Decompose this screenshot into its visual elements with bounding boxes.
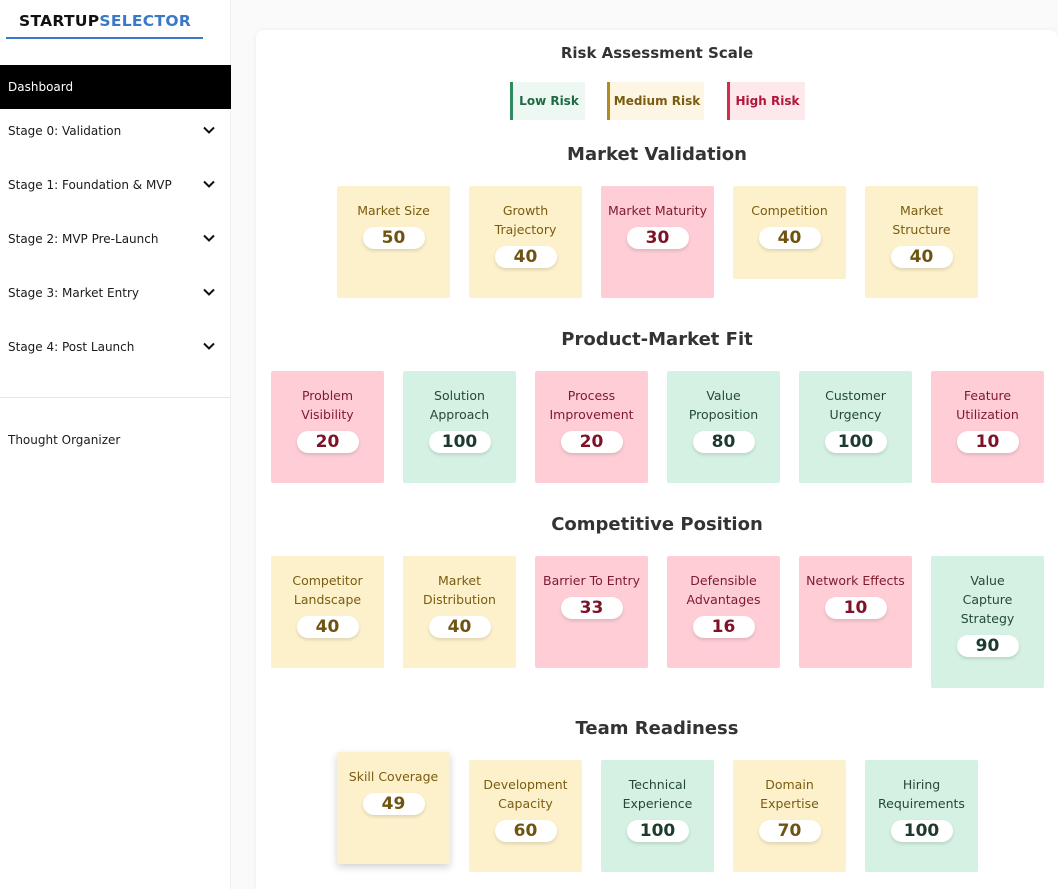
metric-value: 30 [626,227,689,249]
sidebar-item-stage-3[interactable]: Stage 3: Market Entry [0,271,231,315]
metric-value: 33 [560,597,623,619]
metric-label: Barrier To Entry [543,573,640,588]
sidebar-item-dashboard[interactable]: Dashboard [0,65,231,109]
metric-card-network-effects[interactable]: Network Effects 10 [799,556,912,668]
chevron-down-icon[interactable] [201,176,217,192]
brand-text-startup: STARTUP [19,12,100,30]
risk-scale-title: Risk Assessment Scale [560,44,754,62]
metric-value: 70 [758,820,821,842]
sidebar: STARTUPSELECTOR Dashboard Stage 0: Valid… [0,0,231,889]
legend-medium-risk: Medium Risk [607,82,704,120]
metric-card-defensible-advantages[interactable]: Defensible Advantages 16 [667,556,780,668]
metric-value: 100 [626,820,689,842]
metric-label: Value Proposition [688,388,759,422]
metric-label: Solution Approach [429,388,490,422]
sidebar-item-label: Stage 2: MVP Pre-Launch [8,232,159,246]
metric-value: 40 [296,616,359,638]
sidebar-item-label: Thought Organizer [8,433,121,447]
metric-value: 20 [560,431,623,453]
sidebar-item-label: Stage 3: Market Entry [8,286,139,300]
metric-value: 100 [428,431,491,453]
metric-label: Technical Experience [622,777,693,811]
sidebar-divider [0,397,231,398]
metric-label: Feature Utilization [956,388,1019,422]
metric-card-value-capture-strategy[interactable]: Value Capture Strategy 90 [931,556,1044,688]
section-title-market-validation: Market Validation [567,144,747,165]
metric-card-competitor-landscape[interactable]: Competitor Landscape 40 [271,556,384,668]
chevron-down-icon[interactable] [201,230,217,246]
metric-card-feature-utilization[interactable]: Feature Utilization 10 [931,371,1044,483]
metric-label: Market Distribution [423,573,496,607]
sidebar-item-stage-1[interactable]: Stage 1: Foundation & MVP [0,163,231,207]
chevron-down-icon[interactable] [201,284,217,300]
metric-label: Defensible Advantages [686,573,761,607]
metric-card-market-size[interactable]: Market Size 50 [337,186,450,298]
metric-value: 80 [692,431,755,453]
metric-value: 40 [758,227,821,249]
metric-value: 60 [494,820,557,842]
metric-card-problem-visibility[interactable]: Problem Visibility 20 [271,371,384,483]
metric-value: 49 [362,793,425,815]
brand-logo[interactable]: STARTUPSELECTOR [6,11,203,39]
metric-value: 20 [296,431,359,453]
metric-card-hiring-requirements[interactable]: Hiring Requirements 100 [865,760,978,872]
metric-card-development-capacity[interactable]: Development Capacity 60 [469,760,582,872]
sidebar-item-stage-4[interactable]: Stage 4: Post Launch [0,325,231,369]
metric-value: 10 [956,431,1019,453]
section-title-team-readiness: Team Readiness [575,718,739,739]
metric-value: 40 [428,616,491,638]
metric-label: Domain Expertise [760,777,819,811]
metric-card-skill-coverage[interactable]: Skill Coverage 49 [337,752,450,864]
metric-label: Market Size [357,203,430,218]
metric-card-domain-expertise[interactable]: Domain Expertise 70 [733,760,846,872]
sidebar-item-label: Stage 1: Foundation & MVP [8,178,172,192]
sidebar-item-label: Dashboard [8,80,74,94]
metric-value: 90 [956,635,1019,657]
metric-value: 100 [890,820,953,842]
metric-card-technical-experience[interactable]: Technical Experience 100 [601,760,714,872]
metric-label: Skill Coverage [348,769,439,784]
metric-value: 100 [824,431,887,453]
metric-card-market-distribution[interactable]: Market Distribution 40 [403,556,516,668]
sidebar-item-thought-organizer[interactable]: Thought Organizer [0,418,231,462]
brand-text-selector: SELECTOR [99,12,192,30]
metric-label: Market Structure [892,203,951,237]
metric-value: 40 [494,246,557,268]
metric-label: Network Effects [806,573,905,588]
sidebar-item-stage-2[interactable]: Stage 2: MVP Pre-Launch [0,217,231,261]
metric-label: Customer Urgency [825,388,886,422]
section-title-competitive-position: Competitive Position [551,514,763,535]
sidebar-item-stage-0[interactable]: Stage 0: Validation [0,109,231,153]
metric-card-market-maturity[interactable]: Market Maturity 30 [601,186,714,298]
metric-label: Competitor Landscape [292,573,363,607]
metric-card-solution-approach[interactable]: Solution Approach 100 [403,371,516,483]
chevron-down-icon[interactable] [201,122,217,138]
metric-card-growth-trajectory[interactable]: Growth Trajectory 40 [469,186,582,298]
metric-label: Problem Visibility [301,388,354,422]
metric-card-process-improvement[interactable]: Process Improvement 20 [535,371,648,483]
dashboard-panel: Risk Assessment Scale Low Risk Medium Ri… [256,30,1058,889]
metric-card-competition[interactable]: Competition 40 [733,186,846,279]
legend-high-risk: High Risk [727,82,805,120]
metric-value: 16 [692,616,755,638]
metric-label: Process Improvement [549,388,634,422]
metric-card-barrier-to-entry[interactable]: Barrier To Entry 33 [535,556,648,668]
metric-label: Hiring Requirements [878,777,965,811]
sidebar-item-label: Stage 4: Post Launch [8,340,135,354]
metric-label: Value Capture Strategy [960,573,1015,626]
metric-card-value-proposition[interactable]: Value Proposition 80 [667,371,780,483]
legend-low-risk: Low Risk [510,82,585,120]
metric-label: Market Maturity [607,203,708,218]
metric-card-market-structure[interactable]: Market Structure 40 [865,186,978,298]
metric-value: 10 [824,597,887,619]
metric-label: Growth Trajectory [494,203,557,237]
metric-label: Competition [751,203,828,218]
section-title-product-market-fit: Product-Market Fit [561,329,753,350]
metric-label: Development Capacity [483,777,568,811]
metric-card-customer-urgency[interactable]: Customer Urgency 100 [799,371,912,483]
metric-value: 50 [362,227,425,249]
chevron-down-icon[interactable] [201,338,217,354]
sidebar-item-label: Stage 0: Validation [8,124,122,138]
metric-value: 40 [890,246,953,268]
